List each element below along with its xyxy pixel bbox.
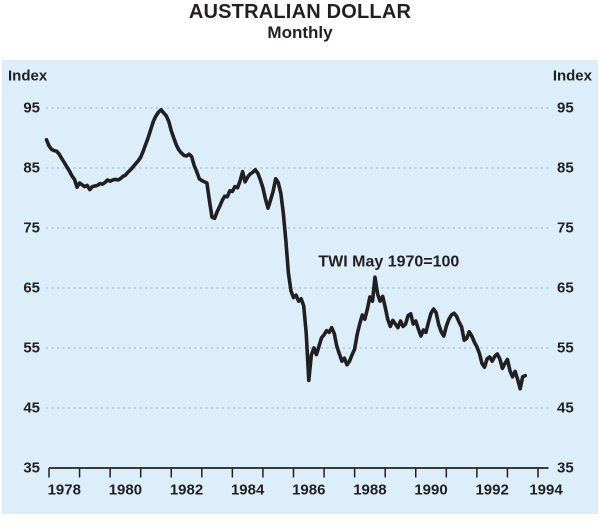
- x-year-label-1980: 1980: [109, 482, 142, 499]
- x-year-label-1982: 1982: [170, 482, 203, 499]
- y-tick-label-right-65: 65: [557, 280, 574, 297]
- x-year-label-1988: 1988: [353, 482, 386, 499]
- x-year-label-1984: 1984: [231, 482, 265, 499]
- chart-subtitle: Monthly: [267, 23, 333, 42]
- x-year-label-1992: 1992: [475, 482, 508, 499]
- y-tick-label-right-55: 55: [557, 340, 574, 357]
- x-year-label-1990: 1990: [414, 482, 447, 499]
- chart-title: AUSTRALIAN DOLLAR: [188, 1, 412, 23]
- y-axis-unit-left: Index: [8, 68, 48, 85]
- y-tick-label-right-75: 75: [557, 220, 574, 237]
- axis-tick-labels: 95 95 85 85 75 75 65 65 55 55 45 45 35 35 1978 1980 1982…: [23, 100, 573, 499]
- twi-line-series: [44, 108, 528, 391]
- y-tick-label-left-75: 75: [23, 220, 40, 237]
- plot-background: [2, 60, 598, 514]
- x-year-label-1978: 1978: [48, 482, 81, 499]
- y-tick-label-right-85: 85: [557, 160, 574, 177]
- y-tick-label-left-35: 35: [23, 460, 40, 477]
- y-tick-label-right-35: 35: [557, 460, 574, 477]
- x-year-label-1994: 1994: [529, 482, 563, 499]
- y-axis-unit-right: Index: [553, 68, 593, 85]
- y-tick-label-left-65: 65: [23, 280, 40, 297]
- y-tick-label-left-45: 45: [23, 400, 40, 417]
- y-tick-label-left-95: 95: [23, 100, 40, 117]
- y-tick-label-right-45: 45: [557, 400, 574, 417]
- series-annotation: TWI May 1970=100: [318, 254, 459, 271]
- x-year-label-1986: 1986: [292, 482, 325, 499]
- y-tick-label-left-55: 55: [23, 340, 40, 357]
- x-axis: [48, 467, 549, 478]
- y-tick-label-left-85: 85: [23, 160, 40, 177]
- y-tick-label-right-95: 95: [557, 100, 574, 117]
